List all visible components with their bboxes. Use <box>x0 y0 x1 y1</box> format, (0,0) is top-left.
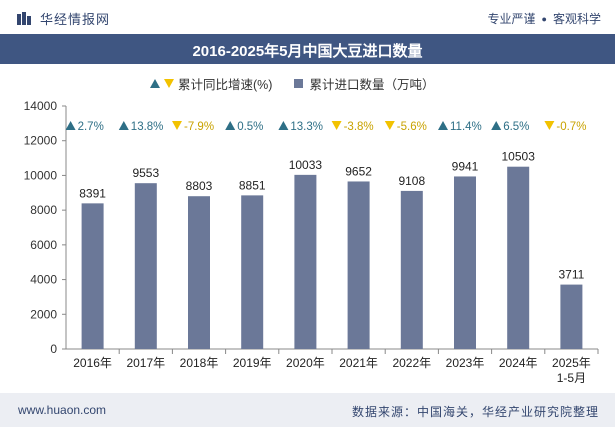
bar-value-label: 8851 <box>239 178 266 192</box>
x-tick-label: 2017年 <box>126 356 165 370</box>
x-tick-label: 2023年 <box>446 356 485 370</box>
y-tick-label: 12000 <box>24 134 58 148</box>
bar-value-label: 9108 <box>398 174 425 188</box>
growth-up-icon <box>65 121 76 130</box>
slogan-left: 专业严谨 <box>487 12 536 26</box>
x-tick-label: 2019年 <box>233 356 272 370</box>
bar <box>454 176 476 349</box>
growth-label: 2.7% <box>78 121 104 133</box>
growth-label: 13.3% <box>290 121 323 133</box>
slogan: 专业严谨 ● 客观科学 <box>488 10 601 27</box>
bar <box>294 174 317 349</box>
bar <box>347 181 370 349</box>
legend-bar-swatch <box>294 79 304 88</box>
y-tick-label: 6000 <box>30 238 57 252</box>
logo-icon <box>17 11 31 25</box>
slogan-right: 客观科学 <box>552 12 601 26</box>
growth-up-icon <box>118 121 129 130</box>
growth-label: 0.5% <box>237 121 263 133</box>
bar <box>134 183 157 349</box>
header-bar: 华经情报网 专业严谨 ● 客观科学 <box>0 0 615 34</box>
bar-value-label: 10503 <box>502 150 536 164</box>
title-bar: 2016-2025年5月中国大豆进口数量 <box>0 34 615 64</box>
bar-chart: 0 2000 4000 6000 8000 10000 12000 14000 8391 2016… <box>24 99 599 385</box>
growth-down-icon <box>331 121 342 130</box>
growth-label: 11.4% <box>450 121 482 133</box>
bar <box>81 203 104 349</box>
bar-value-label: 9553 <box>132 166 159 180</box>
growth-label: -0.7% <box>556 121 586 133</box>
growth-label: -3.8% <box>344 121 374 133</box>
brand: 华经情报网 <box>16 9 110 28</box>
bar <box>560 284 583 349</box>
bar-value-label: 9652 <box>345 164 372 178</box>
bar-value-label: 8803 <box>186 179 213 193</box>
x-tick-label: 1-5月 <box>557 371 586 385</box>
triangle-down-icon <box>164 79 174 88</box>
x-tick-label: 2018年 <box>180 356 219 370</box>
brand-name: 华经情报网 <box>40 12 111 27</box>
y-tick-label: 10000 <box>24 168 58 182</box>
footer-bar: www.huaon.com 数据来源：中国海关，华经产业研究院整理 <box>0 393 615 427</box>
growth-up-icon <box>438 121 448 130</box>
growth-down-icon <box>384 121 395 130</box>
data-source: 数据来源：中国海关，华经产业研究院整理 <box>351 405 599 419</box>
growth-down-icon <box>172 121 182 130</box>
x-tick-label: 2021年 <box>339 356 378 370</box>
growth-up-icon <box>278 121 289 130</box>
growth-label: -7.9% <box>184 121 214 133</box>
website-link[interactable]: www.huaon.com <box>18 403 107 417</box>
bar-value-label: 3711 <box>558 268 584 282</box>
growth-label: -5.6% <box>397 121 427 133</box>
bar-value-label: 9941 <box>452 159 479 173</box>
legend-volume: 累计进口数量（万吨） <box>294 74 434 93</box>
growth-up-icon <box>491 121 502 130</box>
legend-growth-label: 累计同比增速(%) <box>178 78 273 92</box>
growth-label: 6.5% <box>503 121 529 133</box>
bullet-icon: ● <box>541 13 547 24</box>
y-tick-label: 2000 <box>30 307 57 321</box>
growth-down-icon <box>544 121 555 130</box>
x-tick-label: 2025年 <box>552 356 591 370</box>
bar <box>400 190 423 349</box>
y-tick-label: 0 <box>50 342 57 356</box>
y-tick-label: 4000 <box>30 273 57 287</box>
x-tick-label: 2020年 <box>286 356 325 370</box>
triangle-up-icon <box>150 79 160 88</box>
bar <box>188 196 210 349</box>
y-tick-label: 14000 <box>24 99 58 113</box>
bar-value-label: 10033 <box>289 158 323 172</box>
chart-title: 2016-2025年5月中国大豆进口数量 <box>192 43 423 60</box>
x-tick-label: 2016年 <box>73 356 112 370</box>
y-tick-label: 8000 <box>30 203 57 217</box>
bar <box>507 166 530 349</box>
legend-volume-label: 累计进口数量（万吨） <box>309 78 435 92</box>
legend-growth: 累计同比增速(%) <box>150 74 272 93</box>
bar-value-label: 8391 <box>79 186 106 200</box>
growth-up-icon <box>225 121 236 130</box>
x-tick-label: 2022年 <box>392 356 431 370</box>
x-tick-label: 2024年 <box>499 356 538 370</box>
legend: 累计同比增速(%) 累计进口数量（万吨） <box>150 74 434 93</box>
growth-label: 13.8% <box>131 121 164 133</box>
bar <box>241 195 264 349</box>
